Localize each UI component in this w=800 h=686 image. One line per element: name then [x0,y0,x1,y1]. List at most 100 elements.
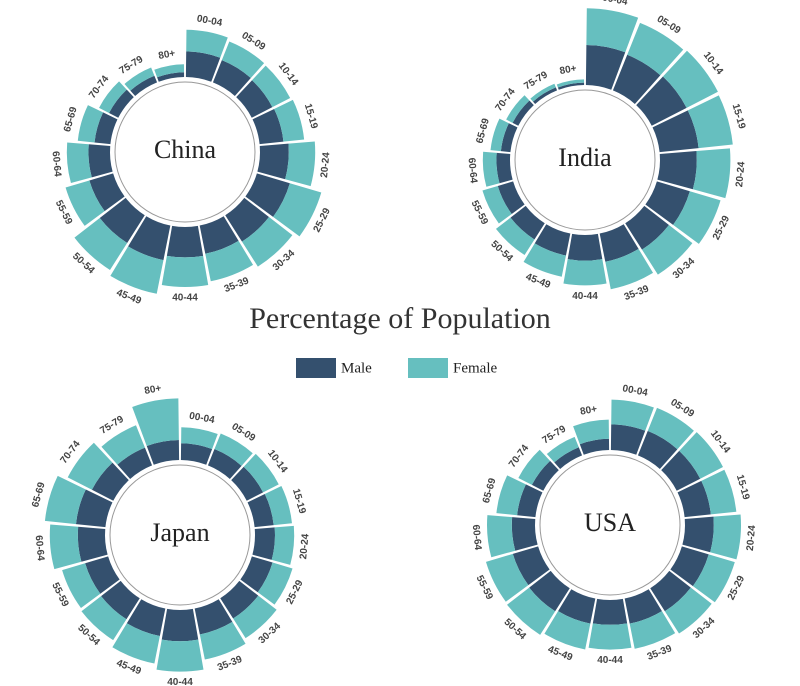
bar-segment [194,599,233,635]
bar-segment [605,248,654,290]
category-label: 35-39 [216,654,244,674]
bar-segment [166,225,204,258]
category-label: 60-64 [50,151,63,178]
bar-segment [101,580,140,620]
category-label: 25-29 [284,578,305,606]
category-label: 25-29 [312,206,333,234]
bar-segment [625,205,669,250]
bar-segment [81,596,127,641]
category-label: 45-49 [115,287,143,307]
bar-segment [485,553,529,602]
bar-segment [112,623,160,664]
bar-segment [645,181,690,225]
bar-segment [612,54,661,104]
bar-segment [130,75,158,96]
bar-segment [101,425,145,465]
bar-segment [207,449,242,479]
bar-segment [99,81,127,114]
bar-segment [687,95,733,149]
bar-segment [94,112,118,145]
bar-segment [146,440,180,465]
bar-segment [610,424,646,455]
bar-segment [652,110,699,153]
bar-segment [156,639,204,672]
bar-segment [199,216,239,254]
bar-segment [657,151,697,190]
center-circle [539,454,681,596]
category-label: 55-59 [469,199,490,227]
bar-segment [181,427,218,450]
bar-segment [529,570,570,612]
chart-title: Percentage of Population [249,302,551,335]
bar-segment [677,480,711,518]
category-label: 00-04 [188,411,216,427]
bar-segment [91,462,129,501]
bar-segment [534,224,571,256]
category-label: 25-29 [711,214,732,242]
bar-segment [247,494,274,528]
category-label: 00-04 [601,0,629,8]
bar-segment [186,29,228,58]
bar-segment [546,436,579,463]
bar-segment [482,185,512,224]
category-label: 40-44 [167,677,193,686]
category-label: 15-19 [302,102,320,130]
country-label: India [558,143,612,172]
bar-segment [185,51,221,82]
bar-segment [557,82,585,90]
category-label: 45-49 [546,644,574,664]
legend-label: Female [453,360,497,376]
bar-segment [544,611,591,650]
bar-segment [661,450,701,491]
bar-segment [650,570,691,612]
bar-segment [65,180,105,226]
bar-segment [74,217,128,270]
center-circle [109,464,251,606]
bar-segment [512,546,550,586]
bar-segment [236,80,273,118]
bar-segment [679,432,723,479]
category-label: 35-39 [623,283,651,303]
category-label: 65-69 [30,481,48,509]
center-circle [514,89,656,231]
bar-segment [199,621,246,660]
bar-segment [273,183,322,237]
category-label: 65-69 [474,117,492,145]
bar-segment [586,8,639,53]
bar-segment [637,430,678,469]
category-label: 20-24 [745,524,758,551]
category-label: 55-59 [53,199,74,227]
bar-segment [49,524,82,570]
category-label: 20-24 [319,151,332,178]
bar-segment [257,143,289,180]
bar-segment [274,99,305,142]
bar-segment [531,460,559,491]
bar-segment [530,83,556,102]
category-label: 45-49 [524,272,552,292]
category-label: 00-04 [196,13,224,29]
bar-segment [511,517,538,551]
bar-segment [157,72,185,82]
category-label: 55-59 [474,574,495,602]
bar-segment [641,225,693,275]
bar-segment [567,233,603,261]
bar-segment [496,152,513,184]
category-label: 80+ [144,383,163,397]
bar-segment [77,526,108,562]
bar-segment [233,595,277,639]
bar-segment [573,419,609,445]
category-label: 15-19 [734,473,752,501]
bar-segment [161,255,209,287]
bar-segment [673,191,721,244]
bar-segment [110,246,164,294]
bar-segment [664,587,712,634]
bar-segment [75,489,113,528]
bar-segment [99,197,145,243]
bar-segment [252,527,276,560]
bar-segment [554,447,583,469]
bar-segment [647,407,694,450]
bar-segment [44,475,86,525]
bar-segment [482,151,500,187]
bar-segment [271,525,295,565]
